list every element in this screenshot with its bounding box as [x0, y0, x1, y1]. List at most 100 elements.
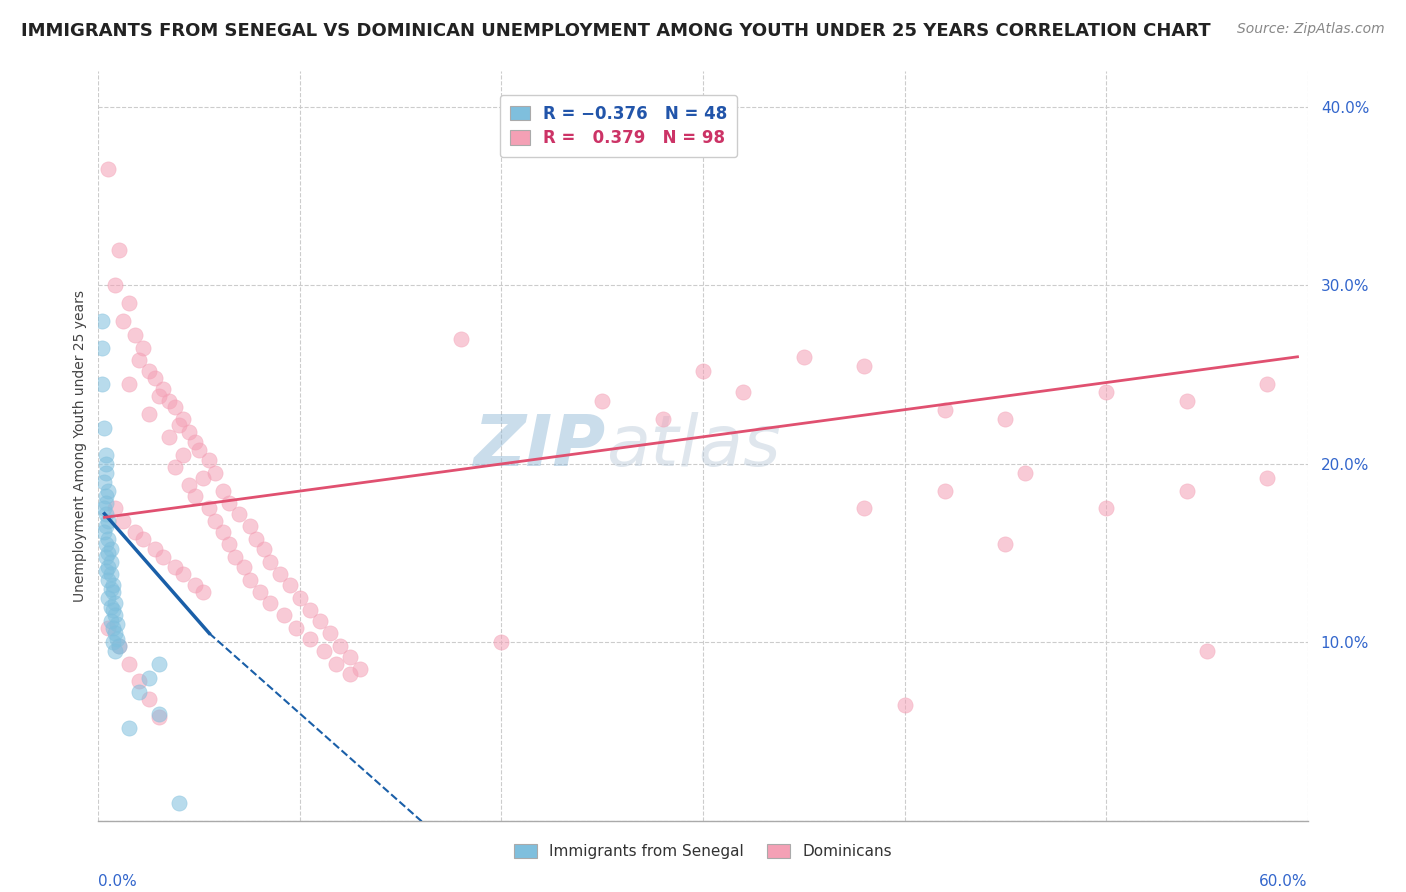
Point: [994, 412, 1017, 426]
Point: [793, 350, 815, 364]
Point: [101, 578, 124, 592]
Point: [118, 721, 141, 735]
Point: [138, 671, 160, 685]
Point: [138, 364, 160, 378]
Point: [288, 591, 311, 605]
Point: [101, 603, 124, 617]
Point: [179, 478, 201, 492]
Point: [96, 519, 118, 533]
Point: [118, 376, 141, 391]
Point: [284, 621, 307, 635]
Point: [339, 667, 361, 681]
Point: [1175, 483, 1198, 498]
Point: [179, 425, 201, 439]
Point: [204, 466, 226, 480]
Point: [172, 567, 194, 582]
Point: [278, 578, 301, 592]
Point: [100, 567, 122, 582]
Point: [118, 296, 141, 310]
Text: 60.0%: 60.0%: [1260, 874, 1308, 889]
Point: [93, 524, 115, 539]
Point: [204, 514, 226, 528]
Point: [157, 394, 180, 409]
Point: [96, 564, 118, 578]
Point: [138, 407, 160, 421]
Point: [1195, 644, 1218, 658]
Point: [651, 412, 673, 426]
Point: [853, 501, 876, 516]
Point: [96, 507, 118, 521]
Point: [450, 332, 472, 346]
Point: [132, 532, 155, 546]
Point: [97, 532, 120, 546]
Point: [97, 483, 120, 498]
Point: [128, 353, 150, 368]
Point: [167, 417, 190, 432]
Point: [118, 657, 141, 671]
Text: IMMIGRANTS FROM SENEGAL VS DOMINICAN UNEMPLOYMENT AMONG YOUTH UNDER 25 YEARS COR: IMMIGRANTS FROM SENEGAL VS DOMINICAN UNE…: [21, 22, 1211, 40]
Point: [491, 635, 513, 649]
Point: [172, 448, 194, 462]
Point: [325, 657, 347, 671]
Point: [152, 549, 174, 564]
Point: [733, 385, 755, 400]
Point: [101, 585, 124, 599]
Point: [1095, 501, 1118, 516]
Point: [184, 435, 207, 450]
Point: [107, 639, 129, 653]
Legend: Immigrants from Senegal, Dominicans: Immigrants from Senegal, Dominicans: [508, 838, 898, 865]
Point: [128, 685, 150, 699]
Point: [269, 567, 291, 582]
Point: [239, 573, 262, 587]
Point: [96, 496, 118, 510]
Point: [273, 608, 295, 623]
Point: [103, 644, 125, 658]
Point: [100, 555, 122, 569]
Point: [105, 617, 128, 632]
Point: [96, 489, 118, 503]
Point: [163, 560, 186, 574]
Point: [96, 457, 118, 471]
Point: [96, 537, 118, 551]
Point: [218, 537, 240, 551]
Point: [1014, 466, 1036, 480]
Point: [93, 421, 115, 435]
Point: [591, 394, 613, 409]
Point: [111, 314, 134, 328]
Point: [103, 596, 125, 610]
Point: [148, 706, 170, 721]
Point: [259, 555, 281, 569]
Point: [148, 657, 170, 671]
Point: [91, 376, 114, 391]
Point: [105, 632, 128, 646]
Point: [148, 710, 170, 724]
Point: [167, 796, 190, 810]
Point: [97, 573, 120, 587]
Point: [124, 328, 146, 343]
Point: [148, 389, 170, 403]
Point: [143, 542, 166, 557]
Point: [111, 514, 134, 528]
Point: [299, 603, 322, 617]
Point: [218, 496, 240, 510]
Text: atlas: atlas: [606, 411, 780, 481]
Point: [93, 475, 115, 489]
Point: [193, 585, 215, 599]
Point: [163, 400, 186, 414]
Point: [1095, 385, 1118, 400]
Point: [994, 537, 1017, 551]
Point: [132, 341, 155, 355]
Point: [100, 582, 122, 596]
Point: [97, 591, 120, 605]
Point: [103, 278, 125, 293]
Point: [329, 639, 352, 653]
Point: [245, 532, 267, 546]
Point: [224, 549, 246, 564]
Point: [96, 466, 118, 480]
Point: [259, 596, 281, 610]
Point: [172, 412, 194, 426]
Point: [299, 632, 322, 646]
Point: [91, 341, 114, 355]
Point: [184, 489, 207, 503]
Point: [124, 524, 146, 539]
